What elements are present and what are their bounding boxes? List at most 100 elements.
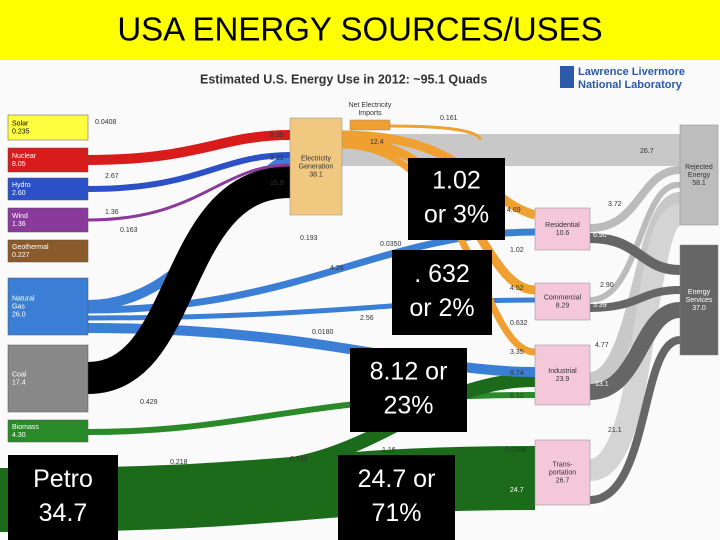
source-name: Natural: [12, 295, 35, 302]
flow-label: 5.39: [593, 302, 607, 309]
flow-label: 1.02: [510, 247, 524, 254]
source-name: Gas: [12, 303, 25, 310]
source-box: [7, 419, 89, 443]
logo-mark: [560, 66, 574, 88]
flow: [87, 130, 291, 165]
flow-label: 0.0350: [380, 241, 402, 248]
flow-label: 12.4: [370, 139, 384, 146]
source-name: Geothermal: [12, 244, 49, 251]
flow-label: 24.7: [510, 487, 524, 494]
flow-label: 2.56: [360, 315, 374, 322]
flow-label: 15.9: [270, 180, 284, 187]
node-value: 10.6: [556, 230, 570, 237]
source-value: 1.36: [12, 221, 26, 228]
source-name: Solar: [12, 120, 29, 127]
flow: [589, 166, 681, 232]
flow-label: 4.69: [507, 207, 521, 214]
source-name: Biomass: [12, 424, 39, 431]
node-name: Trans-: [553, 461, 574, 468]
source-value: 0.235: [12, 128, 30, 135]
flow: [589, 181, 681, 303]
source-value: 0.227: [12, 252, 30, 259]
flow: [86, 166, 291, 394]
callout-box: [338, 455, 455, 540]
flow-label: 0.161: [440, 115, 458, 122]
node-name: portation: [549, 469, 576, 476]
callout-text: 34.7: [39, 499, 88, 527]
source-box: [7, 207, 89, 233]
flow-label: 0.744: [290, 456, 308, 463]
callout-box: [350, 348, 467, 432]
callout-box: [408, 158, 505, 240]
flow-label: 26.7: [640, 148, 654, 155]
callout-box: [392, 250, 492, 335]
node-name: Residential: [545, 222, 580, 229]
header-band: [0, 0, 720, 60]
node-name: Commercial: [544, 294, 582, 301]
callout-text: Petro: [33, 465, 93, 493]
slide-title: USA ENERGY SOURCES/USES: [117, 11, 602, 48]
source-name: Nuclear: [12, 153, 37, 160]
flow: [589, 233, 681, 275]
source-box: [7, 147, 89, 173]
logo-line: Lawrence Livermore: [578, 66, 685, 78]
source-box: [7, 277, 89, 336]
callout-box: [8, 455, 118, 540]
flow-label: 8.12: [510, 393, 524, 400]
node-box: [349, 119, 391, 131]
flow: [588, 192, 682, 388]
source-name: Coal: [12, 371, 27, 378]
flow-label: 0.0408: [95, 119, 117, 126]
flow-label: 8.74: [510, 370, 524, 377]
node-box: [679, 124, 719, 226]
flow-label: 8.35: [270, 132, 284, 139]
flow-label: 9.31: [270, 155, 284, 162]
flow-label: 0.632: [510, 320, 528, 327]
flow-label: 0.0256: [505, 447, 527, 454]
node-box: [534, 344, 591, 406]
callout-text: or 3%: [424, 201, 489, 229]
callout-text: 1.02: [432, 167, 481, 195]
node-box: [534, 207, 591, 251]
flow-labels: 0.0408 8.35 9.31 15.9 2.67 1.36 0.163 0.193 0.03…: [95, 115, 654, 512]
flow-label: 2.67: [105, 173, 119, 180]
flow-label: 4.52: [510, 285, 524, 292]
flow-label: 3.35: [510, 349, 524, 356]
node-value: 38.1: [309, 171, 323, 178]
node-box: [534, 439, 591, 506]
node-name: Generation: [299, 163, 334, 170]
flow-label: 6.90: [593, 232, 607, 239]
flow-label: 3.72: [608, 201, 622, 208]
node-name: Industrial: [548, 368, 577, 375]
node-value: 26.7: [556, 477, 570, 484]
node-value: 58.1: [692, 180, 706, 187]
flow-label: 4.26: [330, 265, 344, 272]
flow: [87, 152, 291, 192]
node-name: Electricity: [301, 155, 331, 162]
source-value: 17.4: [12, 379, 26, 386]
flow-label: 0.0180: [312, 329, 334, 336]
source-value: 2.60: [12, 190, 26, 197]
source-value: 8.05: [12, 161, 26, 168]
flow: [589, 286, 681, 312]
source-box: [7, 114, 89, 141]
callout-text: . 632: [414, 260, 470, 288]
diagram-title: Estimated U.S. Energy Use in 2012: ~95.1…: [200, 72, 487, 86]
source-box: [7, 177, 89, 201]
flow-label: 1.36: [105, 209, 119, 216]
node-name: Energy: [688, 289, 711, 296]
node-value: 23.9: [556, 376, 570, 383]
flow-label: 0.163: [120, 227, 138, 234]
callout-text: 23%: [383, 392, 433, 420]
flow-label: 4.77: [595, 342, 609, 349]
source-name: Hydro: [12, 182, 31, 189]
flow-label: 0.193: [300, 235, 318, 242]
flow: [341, 141, 536, 356]
callout-text: 8.12 or: [370, 358, 448, 386]
source-value: 26.0: [12, 311, 26, 318]
callouts: 1.02 or 3% . 632 or 2% 8.12 or 23% 24.7 or 71% P…: [8, 158, 505, 540]
flow-label: 2.90: [600, 282, 614, 289]
